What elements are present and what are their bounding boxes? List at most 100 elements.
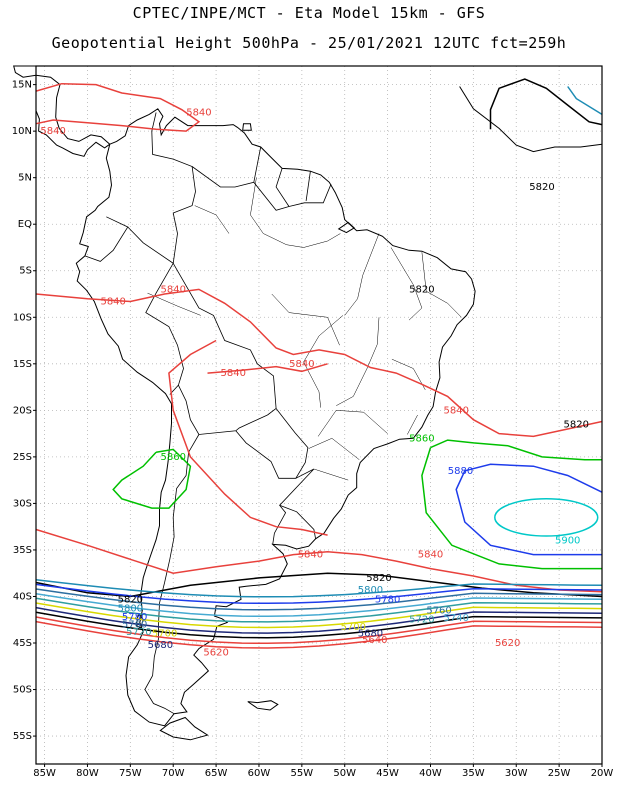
map-title-line1: CPTEC/INPE/MCT - Eta Model 15km - GFS xyxy=(132,4,486,22)
contour-label: 5860 xyxy=(160,452,185,463)
contour-5640 xyxy=(35,616,603,645)
contour-5800 xyxy=(35,578,603,598)
country-border xyxy=(172,263,277,416)
contour-label: 5760 xyxy=(122,619,147,630)
longitude-tick-label: 60W xyxy=(248,768,271,779)
state-border xyxy=(421,252,462,318)
contour-5840-inland xyxy=(168,339,328,536)
contour-label: 5860 xyxy=(409,433,434,444)
contour-label: 5800 xyxy=(118,604,143,615)
state-border xyxy=(303,315,344,408)
latitude-tick-label: 30S xyxy=(13,498,32,509)
contour-5760 xyxy=(35,588,603,611)
contour-5860-pacific xyxy=(112,448,192,509)
central-america-pacific-coast xyxy=(35,110,111,157)
axis-labels: 15N 10N 5N EQ 5S 10S 15S 20S 25S 30S 35S 40S 45S 50S 5… xyxy=(12,80,614,779)
longitude-tick-label: 35W xyxy=(462,768,485,779)
latitude-tick-label: 15N xyxy=(12,80,32,91)
contour-5720 xyxy=(35,597,603,623)
longitude-tick-label: 40W xyxy=(419,768,442,779)
contour-label: 5840 xyxy=(289,359,314,370)
latitude-tick-label: 35S xyxy=(13,545,32,556)
marajo-island xyxy=(337,221,356,234)
country-border xyxy=(235,408,309,479)
latitude-tick-label: 40S xyxy=(13,591,32,602)
country-border xyxy=(275,168,290,207)
contour-label: 5720 xyxy=(126,627,151,638)
contour-label: 5780 xyxy=(375,594,400,605)
state-border xyxy=(407,414,418,435)
contour-label: 5820 xyxy=(564,419,589,430)
contour-label: 5720 xyxy=(409,615,434,626)
latitude-tick-label: 15S xyxy=(13,359,32,370)
contour-label: 5840 xyxy=(186,108,211,119)
south-america-coast xyxy=(75,108,476,727)
state-border xyxy=(194,205,230,234)
contour-label: 5700 xyxy=(152,629,177,640)
graticule xyxy=(36,66,603,764)
contour-labels: 5840 5840 5820 5840 5840 5820 5840 5840 5840 5820… xyxy=(40,108,589,659)
longitude-tick-label: 20W xyxy=(591,768,614,779)
contour-5780 xyxy=(35,583,603,605)
contour-label: 5820 xyxy=(409,284,434,295)
contour-label: 5840 xyxy=(298,550,323,561)
longitude-tick-label: 55W xyxy=(291,768,314,779)
country-border xyxy=(305,171,311,201)
state-border xyxy=(390,247,423,321)
country-border xyxy=(151,112,196,264)
contour-label: 5900 xyxy=(555,536,580,547)
contour-label: 5820 xyxy=(529,182,554,193)
latitude-tick-label: 25S xyxy=(13,452,32,463)
country-borders xyxy=(84,112,332,715)
longitude-tick-label: 30W xyxy=(505,768,528,779)
falkland-islands xyxy=(247,700,279,711)
contour-5620 xyxy=(35,620,603,649)
contour-label: 5840 xyxy=(443,405,468,416)
contour-label: 5820 xyxy=(118,594,143,605)
latitude-tick-label: 20S xyxy=(13,405,32,416)
contour-label: 5840 xyxy=(40,126,65,137)
longitude-tick-label: 85W xyxy=(33,768,56,779)
coastlines xyxy=(13,65,476,741)
country-border xyxy=(84,216,129,262)
contour-label: 5840 xyxy=(160,284,185,295)
contour-5840-inner xyxy=(207,363,328,374)
contour-5840-caribbean xyxy=(35,82,201,132)
contour-5680 xyxy=(35,606,603,634)
height-contours xyxy=(35,78,603,649)
trinidad-island xyxy=(242,123,252,131)
country-border xyxy=(127,226,184,395)
contour-label: 5620 xyxy=(495,638,520,649)
longitude-tick-label: 75W xyxy=(119,768,142,779)
latitude-tick-label: EQ xyxy=(18,219,32,230)
contour-label: 5780 xyxy=(122,612,147,623)
contour-label: 5760 xyxy=(426,605,451,616)
latitude-tick-label: 5N xyxy=(18,173,32,184)
latitude-tick-label: 45S xyxy=(13,638,32,649)
contour-5840-northern xyxy=(35,288,603,438)
contour-5740 xyxy=(35,592,603,618)
state-border xyxy=(336,317,380,406)
state-border xyxy=(391,358,426,391)
state-border xyxy=(313,468,349,481)
contour-5880-upper xyxy=(464,463,603,493)
contour-label: 5840 xyxy=(221,368,246,379)
latitude-tick-label: 10S xyxy=(13,312,32,323)
country-border xyxy=(253,182,332,211)
contour-label: 5640 xyxy=(362,635,387,646)
contour-label: 5680 xyxy=(148,640,173,651)
contour-5700 xyxy=(35,602,603,629)
contour-label: 5800 xyxy=(358,585,383,596)
contour-5800-north xyxy=(567,86,603,116)
contour-label: 5820 xyxy=(366,573,391,584)
state-border xyxy=(271,293,340,346)
longitude-tick-label: 45W xyxy=(376,768,399,779)
africa-coast xyxy=(459,86,603,153)
latitude-tick-label: 10N xyxy=(12,126,32,137)
longitude-tick-label: 25W xyxy=(548,768,571,779)
contour-label: 5880 xyxy=(448,466,473,477)
state-border xyxy=(250,177,287,245)
state-borders xyxy=(147,177,462,481)
tierra-del-fuego xyxy=(159,716,209,741)
